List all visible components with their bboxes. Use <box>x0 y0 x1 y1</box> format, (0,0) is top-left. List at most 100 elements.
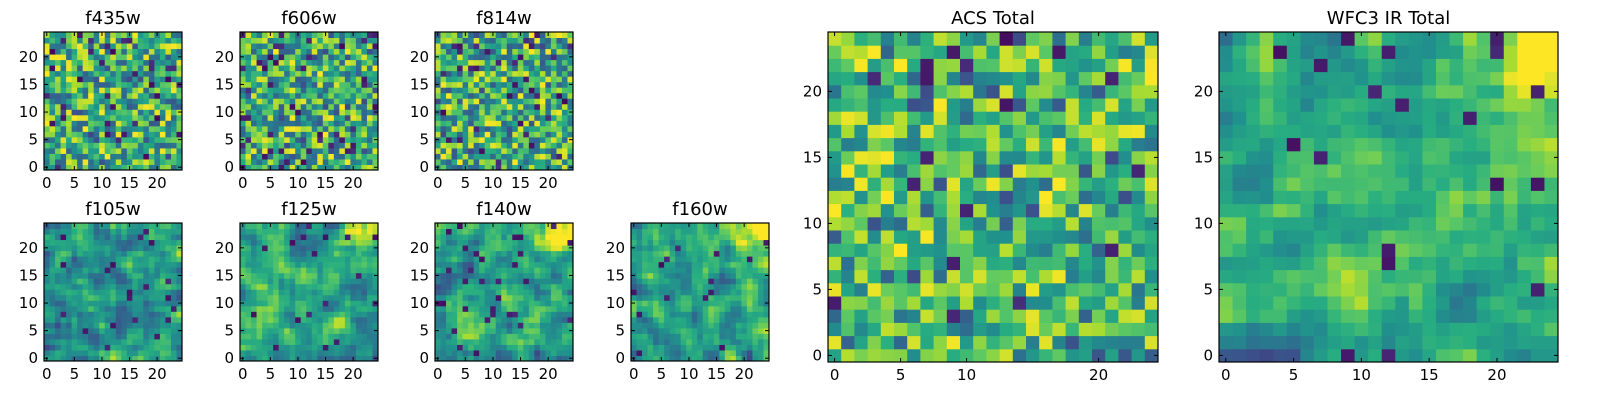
heatmap-cell <box>539 239 546 246</box>
heatmap-cell <box>82 92 89 99</box>
heatmap-cell <box>473 92 480 99</box>
heatmap-cell <box>137 267 144 274</box>
heatmap-cell <box>121 109 128 116</box>
heatmap-cell <box>300 267 307 274</box>
heatmap-cell <box>534 158 541 165</box>
heatmap-cell <box>473 278 480 285</box>
heatmap-cell <box>501 311 508 318</box>
heatmap-cell <box>99 120 106 127</box>
heatmap-cell <box>99 103 106 110</box>
heatmap-cell <box>960 256 974 271</box>
heatmap-cell <box>71 344 78 351</box>
heatmap-cell <box>999 216 1014 231</box>
heatmap-cell <box>126 327 133 334</box>
heatmap-cell <box>490 311 497 318</box>
heatmap-cell <box>561 344 568 351</box>
heatmap-cell <box>306 59 313 66</box>
axes-frame <box>43 31 183 171</box>
heatmap-cell <box>350 338 357 345</box>
heatmap-cell <box>1078 282 1093 297</box>
heatmap-cell <box>490 228 497 235</box>
heatmap-cell <box>137 114 144 121</box>
heatmap-cell <box>300 164 307 171</box>
heatmap-cell <box>132 125 139 132</box>
heatmap-cell <box>350 59 357 66</box>
heatmap-cell <box>328 125 335 132</box>
heatmap-cell <box>506 245 513 252</box>
heatmap-cell <box>561 234 568 241</box>
heatmap-cell <box>245 289 252 296</box>
heatmap-cell <box>1012 335 1027 350</box>
heatmap-cell <box>165 54 172 61</box>
heatmap-cell <box>344 131 351 138</box>
heatmap-cell <box>468 92 475 99</box>
heatmap-cell <box>289 114 296 121</box>
heatmap-cell <box>517 300 524 307</box>
heatmap-cell <box>484 239 491 246</box>
heatmap-cell <box>366 239 373 246</box>
heatmap-cell <box>894 322 908 337</box>
y-tick-label: 20 <box>215 48 234 66</box>
heatmap-cell <box>289 344 296 351</box>
heatmap-cell <box>517 316 524 323</box>
heatmap-cell <box>457 261 464 268</box>
heatmap-cell <box>176 153 183 160</box>
heatmap-cell <box>697 256 704 263</box>
heatmap-cell <box>550 32 557 39</box>
heatmap-cell <box>675 344 682 351</box>
heatmap-cell <box>328 261 335 268</box>
heatmap-cell <box>355 65 362 72</box>
heatmap-cell <box>148 283 155 290</box>
heatmap-cell <box>484 158 491 165</box>
heatmap-cell <box>93 316 100 323</box>
heatmap-cell <box>44 142 51 149</box>
heatmap-cell <box>451 125 458 132</box>
heatmap-cell <box>680 261 687 268</box>
heatmap-cell <box>647 228 654 235</box>
heatmap-cell <box>245 70 252 77</box>
heatmap-cell <box>295 136 302 143</box>
heatmap-cell <box>99 87 106 94</box>
heatmap-cell <box>539 98 546 105</box>
heatmap-cell <box>267 322 274 329</box>
heatmap-cell <box>708 267 715 274</box>
heatmap-cell <box>60 256 67 263</box>
heatmap-cell <box>289 239 296 246</box>
heatmap-cell <box>132 103 139 110</box>
heatmap-cell <box>473 32 480 39</box>
heatmap-cell <box>719 355 726 362</box>
heatmap-cell <box>675 316 682 323</box>
heatmap-cell <box>361 87 368 94</box>
heatmap-cell <box>289 355 296 362</box>
heatmap-cell <box>534 333 541 340</box>
heatmap-cell <box>251 147 258 154</box>
heatmap-cell <box>556 349 563 356</box>
heatmap-cell <box>176 76 183 83</box>
heatmap-cell <box>60 81 67 88</box>
heatmap-cell <box>148 98 155 105</box>
heatmap-cell <box>333 338 340 345</box>
heatmap-cell <box>680 223 687 230</box>
heatmap-cell <box>680 272 687 279</box>
heatmap-cell <box>556 267 563 274</box>
heatmap-cell <box>267 250 274 257</box>
heatmap-cell <box>245 92 252 99</box>
heatmap-cell <box>165 76 172 83</box>
heatmap-cell <box>55 333 62 340</box>
heatmap-cell <box>446 70 453 77</box>
heatmap-cell <box>479 37 486 44</box>
heatmap-cell <box>523 311 530 318</box>
heatmap-cell <box>528 120 535 127</box>
heatmap-cell <box>636 278 643 285</box>
heatmap-cell <box>126 120 133 127</box>
heatmap-cell <box>104 48 111 55</box>
heatmap-cell <box>66 54 73 61</box>
heatmap-cell <box>517 48 524 55</box>
heatmap-cell <box>880 216 895 231</box>
heatmap-cell <box>256 54 263 61</box>
heatmap-cell <box>317 355 324 362</box>
heatmap-cell <box>148 245 155 252</box>
heatmap-cell <box>724 349 731 356</box>
heatmap-cell <box>1105 335 1119 350</box>
